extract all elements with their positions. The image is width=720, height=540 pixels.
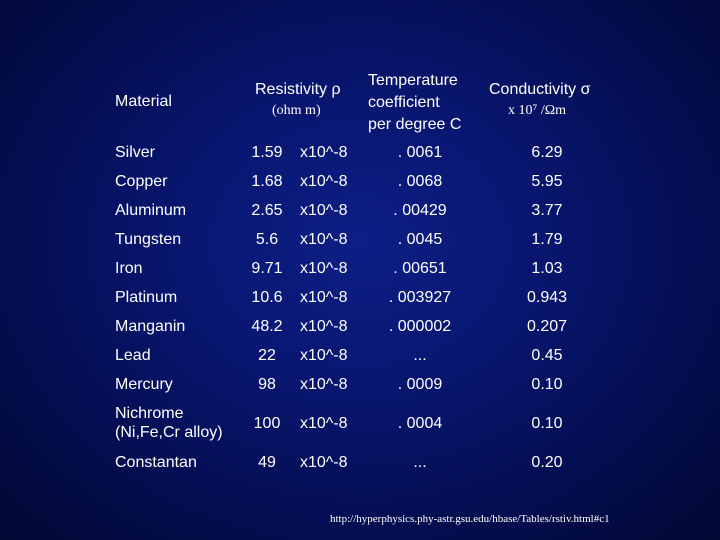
material-name: Mercury [115, 376, 173, 393]
resistivity-value: 100 [253, 415, 281, 432]
resistivity-exponent: x10^-8 [300, 454, 348, 471]
resistivity-exponent: x10^-8 [300, 173, 348, 190]
conductivity-value: 1.79 [531, 231, 563, 248]
temperature-coefficient: . 000002 [388, 318, 452, 335]
temperature-coefficient: . 003927 [388, 289, 452, 306]
conductivity-value: 0.45 [531, 347, 563, 364]
resistivity-value: 22 [258, 347, 276, 364]
resistivity-exponent: x10^-8 [300, 289, 348, 306]
material-name: Constantan [115, 454, 197, 471]
resistivity-exponent: x10^-8 [300, 202, 348, 219]
temperature-coefficient: . 00429 [393, 202, 447, 219]
temperature-coefficient: . 0004 [397, 415, 443, 432]
conductivity-value: 5.95 [531, 173, 563, 190]
material-name: Aluminum [115, 202, 187, 219]
resistivity-value: 5.6 [255, 231, 279, 248]
temperature-coefficient: . 0045 [397, 231, 443, 248]
table-row: Constantan 49 x10^-8... 0.20 [0, 453, 720, 475]
resistivity-value: 2.65 [251, 202, 283, 219]
resistivity-exponent: x10^-8 [300, 376, 348, 393]
resistivity-value: 98 [258, 376, 276, 393]
table-row: Tungsten 5.6 x10^-8 . 0045 1.79 [0, 230, 720, 252]
temperature-coefficient: ... [413, 454, 427, 471]
temperature-coefficient: . 0061 [397, 144, 443, 161]
header-resistivity: Resistivity ρ [255, 81, 341, 98]
conductivity-value: 3.77 [531, 202, 563, 219]
conductivity-value: 0.10 [531, 376, 563, 393]
table-row: Platinum 10.6 x10^-8 . 003927 0.943 [0, 288, 720, 310]
resistivity-exponent: x10^-8 [300, 318, 348, 335]
material-name: Platinum [115, 289, 178, 306]
table-row: Aluminum 2.65 x10^-8 . 00429 3.77 [0, 201, 720, 223]
conductivity-value: 6.29 [531, 144, 563, 161]
material-name: Iron [115, 260, 143, 277]
conductivity-value: 0.207 [526, 318, 568, 335]
table-row: Iron 9.71 x10^-8 . 00651 1.03 [0, 259, 720, 281]
resistivity-exponent: x10^-8 [300, 347, 348, 364]
material-name: Silver [115, 144, 156, 161]
header-resistivity-unit: (ohm m) [272, 103, 321, 118]
resistivity-value: 9.71 [251, 260, 283, 277]
resistivity-exponent: x10^-8 [300, 260, 348, 277]
header-temperature-line1: Temperature [368, 72, 458, 89]
material-name: Lead [115, 347, 151, 364]
material-name: Nichrome (Ni,Fe,Cr alloy) [115, 405, 223, 441]
resistivity-value: 49 [258, 454, 276, 471]
table-row: Lead 22 x10^-8... 0.45 [0, 346, 720, 368]
conductivity-value: 1.03 [531, 260, 563, 277]
temperature-coefficient: . 00651 [393, 260, 447, 277]
temperature-coefficient: ... [413, 347, 427, 364]
resistivity-value: 48.2 [251, 318, 283, 335]
resistivity-value: 10.6 [251, 289, 283, 306]
resistivity-value: 1.68 [251, 173, 283, 190]
conductivity-value: 0.943 [526, 289, 568, 306]
material-name: Copper [115, 173, 168, 190]
temperature-coefficient: . 0068 [397, 173, 443, 190]
resistivity-exponent: x10^-8 [300, 231, 348, 248]
table-row: Manganin 48.2 x10^-8 . 000002 0.207 [0, 317, 720, 339]
table-row: Copper 1.68 x10^-8 . 0068 5.95 [0, 172, 720, 194]
table-row: Silver 1.59 x10^-8 . 0061 6.29 [0, 143, 720, 165]
header-conductivity: Conductivity σ [489, 81, 591, 98]
header-temperature-line2: coefficient [368, 94, 440, 111]
conductivity-value: 0.20 [531, 454, 563, 471]
header-material: Material [115, 93, 172, 110]
header-conductivity-unit: x 10⁷ /Ωm [508, 103, 567, 118]
material-name: Manganin [115, 318, 186, 335]
temperature-coefficient: . 0009 [397, 376, 443, 393]
source-url[interactable]: http://hyperphysics.phy-astr.gsu.edu/hba… [330, 513, 610, 525]
resistivity-exponent: x10^-8 [300, 144, 348, 161]
header-temperature-line3: per degree C [368, 116, 462, 133]
conductivity-value: 0.10 [531, 415, 563, 432]
resistivity-exponent: x10^-8 [300, 415, 348, 432]
table-row: Mercury 98 x10^-8 . 0009 0.10 [0, 375, 720, 397]
table-row: Nichrome (Ni,Fe,Cr alloy) 100 x10^-8 . 0004… [0, 405, 720, 441]
material-name: Tungsten [115, 231, 182, 248]
resistivity-value: 1.59 [251, 144, 283, 161]
